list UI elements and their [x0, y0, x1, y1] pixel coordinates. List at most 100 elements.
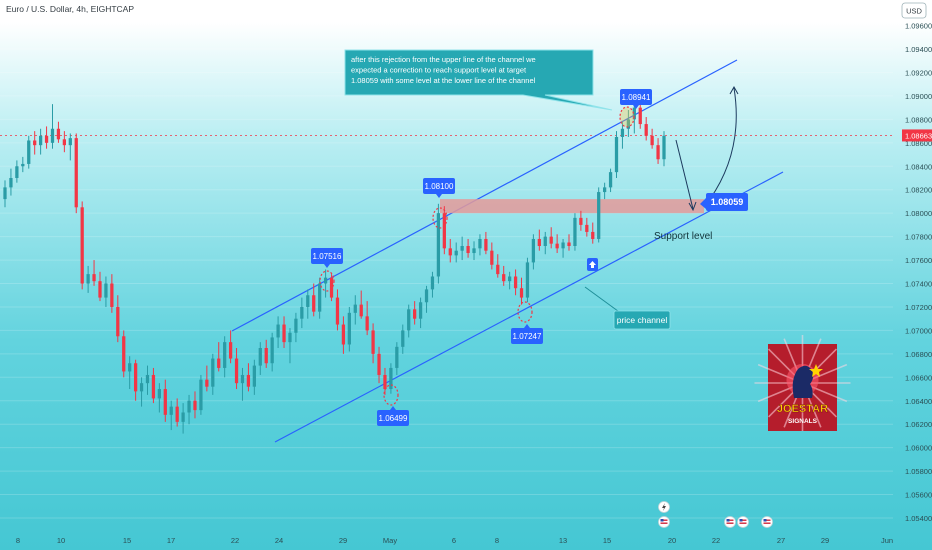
candle-body[interactable]: [496, 264, 500, 275]
candle-body[interactable]: [413, 309, 417, 319]
candle-body[interactable]: [92, 274, 96, 282]
candle-body[interactable]: [472, 248, 476, 254]
candle-body[interactable]: [15, 166, 19, 178]
candle-body[interactable]: [38, 135, 43, 146]
candle-body[interactable]: [312, 295, 316, 312]
candle-body[interactable]: [276, 324, 280, 338]
candle-body[interactable]: [579, 217, 583, 225]
candle-body[interactable]: [33, 140, 37, 146]
candle-body[interactable]: [620, 128, 625, 137]
candle-body[interactable]: [270, 337, 274, 364]
candle-body[interactable]: [181, 412, 185, 422]
candle-body[interactable]: [335, 297, 340, 325]
candle-body[interactable]: [442, 213, 446, 249]
candle-body[interactable]: [128, 363, 132, 372]
candle-body[interactable]: [133, 363, 138, 392]
candle-body[interactable]: [74, 138, 78, 208]
candle-body[interactable]: [478, 238, 482, 249]
candle-body[interactable]: [104, 283, 108, 298]
candle-body[interactable]: [602, 187, 607, 193]
candle-body[interactable]: [258, 348, 262, 366]
candle-body[interactable]: [300, 306, 304, 319]
candle-body[interactable]: [282, 324, 286, 343]
candle-body[interactable]: [341, 324, 346, 345]
candle-body[interactable]: [193, 400, 197, 411]
candle-body[interactable]: [543, 236, 547, 246]
candle-body[interactable]: [448, 248, 452, 256]
candle-body[interactable]: [234, 358, 239, 384]
candle-body[interactable]: [68, 138, 72, 146]
candle-body[interactable]: [519, 288, 524, 298]
candle-body[interactable]: [199, 379, 203, 411]
price-axis[interactable]: 1.09600 1.09400 1.09200 1.09000 1.08800 1.086…: [893, 0, 932, 550]
candle-body[interactable]: [163, 389, 167, 415]
candle-body[interactable]: [252, 365, 256, 387]
candle-body[interactable]: [525, 262, 530, 298]
candle-body[interactable]: [555, 243, 559, 249]
candle-body[interactable]: [490, 250, 494, 265]
candle-body[interactable]: [116, 306, 120, 337]
candle-body[interactable]: [531, 238, 536, 263]
candle-body[interactable]: [323, 277, 328, 284]
candle-body[interactable]: [484, 238, 488, 251]
candle-body[interactable]: [395, 346, 399, 368]
candle-body[interactable]: [638, 107, 642, 125]
candle-body[interactable]: [436, 213, 441, 277]
candle-body[interactable]: [460, 246, 464, 251]
candle-body[interactable]: [418, 302, 423, 319]
candle-body[interactable]: [157, 389, 161, 399]
candle-body[interactable]: [644, 124, 648, 136]
candle-body[interactable]: [573, 217, 577, 246]
candle-body[interactable]: [44, 135, 49, 143]
candle-body[interactable]: [585, 224, 589, 232]
last-price-tag[interactable]: [902, 129, 932, 142]
us-flag-icon[interactable]: [737, 516, 749, 528]
candle-body[interactable]: [9, 178, 13, 188]
candle-body[interactable]: [139, 383, 144, 392]
economic-events[interactable]: [658, 501, 773, 528]
lightning-icon[interactable]: [658, 501, 670, 513]
candle-body[interactable]: [246, 374, 251, 387]
candle-body[interactable]: [228, 342, 233, 359]
candle-body[interactable]: [549, 236, 553, 244]
currency-button[interactable]: [901, 2, 927, 19]
candle-body[interactable]: [632, 107, 636, 120]
candle-body[interactable]: [21, 163, 25, 167]
candle-body[interactable]: [169, 406, 173, 415]
candle-body[interactable]: [567, 242, 571, 246]
candle-body[interactable]: [62, 139, 67, 146]
candle-body[interactable]: [383, 374, 387, 390]
candle-body[interactable]: [329, 277, 334, 298]
candle-body[interactable]: [454, 250, 458, 256]
candlesticks[interactable]: [3, 102, 666, 434]
candle-body[interactable]: [537, 238, 541, 246]
candle-body[interactable]: [626, 119, 631, 129]
candle-body[interactable]: [401, 330, 405, 347]
candle-body[interactable]: [407, 309, 411, 331]
candle-body[interactable]: [306, 295, 310, 307]
candle-body[interactable]: [145, 374, 150, 384]
candle-body[interactable]: [513, 276, 518, 289]
candle-body[interactable]: [211, 358, 215, 387]
candle-body[interactable]: [662, 135, 666, 160]
candle-body[interactable]: [264, 348, 268, 364]
candle-body[interactable]: [608, 172, 613, 188]
us-flag-icon[interactable]: [658, 516, 670, 528]
candle-body[interactable]: [187, 400, 191, 413]
candle-body[interactable]: [175, 406, 179, 422]
candle-body[interactable]: [240, 374, 245, 384]
candle-body[interactable]: [430, 276, 435, 290]
candle-body[interactable]: [508, 276, 512, 282]
candle-body[interactable]: [3, 187, 7, 200]
candle-body[interactable]: [151, 374, 156, 399]
eu-flag-icon[interactable]: [761, 516, 773, 528]
candle-body[interactable]: [359, 304, 363, 317]
candle-body[interactable]: [122, 336, 126, 372]
candle-body[interactable]: [217, 358, 221, 368]
eu-flag-icon[interactable]: [724, 516, 736, 528]
candle-body[interactable]: [650, 135, 654, 146]
candle-body[interactable]: [597, 192, 601, 239]
candle-body[interactable]: [98, 281, 102, 298]
candle-body[interactable]: [371, 330, 375, 354]
